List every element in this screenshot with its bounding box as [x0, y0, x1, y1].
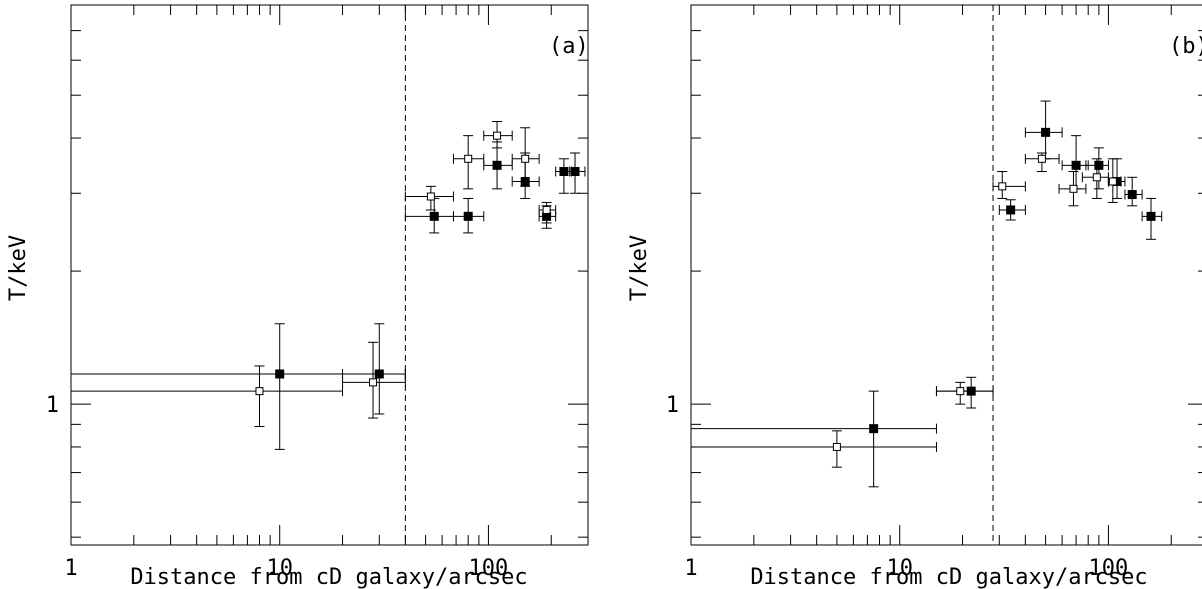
panel-b: (b) Distance from cD galaxy/arcsec T/keV…	[627, 4, 1202, 589]
open-square-marker	[956, 387, 965, 396]
filled-square-marker	[429, 211, 439, 221]
x-tick-label: 1	[64, 556, 77, 581]
open-square-marker	[1108, 177, 1117, 186]
data-point	[1058, 171, 1087, 207]
x-tick-label: 10	[886, 556, 913, 581]
filled-square-marker	[570, 167, 580, 177]
data-point	[1085, 147, 1109, 190]
filled-square-marker	[1071, 160, 1081, 170]
data-point	[1061, 135, 1089, 190]
data-point	[71, 323, 406, 450]
data-point	[998, 199, 1026, 221]
data-point	[452, 135, 485, 190]
data-point	[483, 121, 513, 149]
data-point	[452, 197, 485, 234]
open-square-marker	[542, 205, 551, 214]
data-point	[1141, 197, 1163, 240]
data-point	[404, 197, 454, 234]
x-tick-label: 1	[684, 556, 697, 581]
panel-a: (a) Distance from cD galaxy/arcsec T/keV…	[6, 4, 589, 589]
data-point	[342, 341, 406, 419]
data-point	[1024, 100, 1063, 160]
y-axis-label: T/keV	[6, 235, 31, 301]
x-axis-label: Distance from cD galaxy/arcsec	[750, 565, 1147, 589]
open-square-marker	[1069, 184, 1078, 193]
filled-square-marker	[1041, 127, 1051, 137]
data-point	[935, 381, 994, 405]
data-point	[992, 171, 1026, 199]
open-square-marker	[493, 131, 502, 140]
open-square-marker	[1092, 173, 1101, 182]
filled-square-marker	[374, 369, 384, 379]
x-tick-label: 100	[1089, 556, 1129, 581]
open-square-marker	[369, 378, 378, 387]
filled-square-marker	[1094, 160, 1104, 170]
data-point	[691, 390, 937, 488]
data-point	[1081, 158, 1109, 199]
open-square-marker	[832, 442, 841, 451]
panel-label: (b)	[1169, 34, 1202, 59]
data-point	[1024, 152, 1060, 173]
data-point	[555, 158, 572, 194]
open-square-marker	[464, 154, 473, 163]
data-point	[569, 152, 586, 194]
data-point	[1124, 176, 1143, 207]
x-axis-label: Distance from cD galaxy/arcsec	[130, 565, 527, 589]
y-tick-label: 1	[46, 393, 59, 418]
filled-square-marker	[869, 424, 879, 434]
panel-label: (a)	[549, 34, 589, 59]
filled-square-marker	[275, 369, 285, 379]
data-point	[691, 430, 937, 468]
x-tick-label: 10	[266, 556, 293, 581]
data-point	[483, 141, 513, 190]
data-point	[71, 365, 344, 427]
y-tick-label: 1	[666, 393, 679, 418]
open-square-marker	[426, 192, 435, 201]
open-square-marker	[998, 182, 1007, 191]
data-point	[538, 201, 557, 224]
plot-frame	[70, 4, 589, 546]
open-square-marker	[1037, 154, 1046, 163]
filled-square-marker	[1146, 211, 1156, 221]
filled-square-marker	[1127, 190, 1137, 200]
y-axis-label: T/keV	[627, 235, 652, 301]
filled-square-marker	[492, 160, 502, 170]
plot-frame	[690, 4, 1202, 546]
x-tick-label: 100	[469, 556, 509, 581]
data-point	[1107, 158, 1122, 203]
data-point	[404, 185, 454, 211]
filled-square-marker	[463, 211, 473, 221]
filled-square-marker	[1006, 205, 1016, 215]
data-point	[511, 127, 540, 187]
filled-square-marker	[559, 167, 569, 177]
data-point	[342, 323, 406, 415]
open-square-marker	[521, 154, 530, 163]
open-square-marker	[255, 387, 264, 396]
